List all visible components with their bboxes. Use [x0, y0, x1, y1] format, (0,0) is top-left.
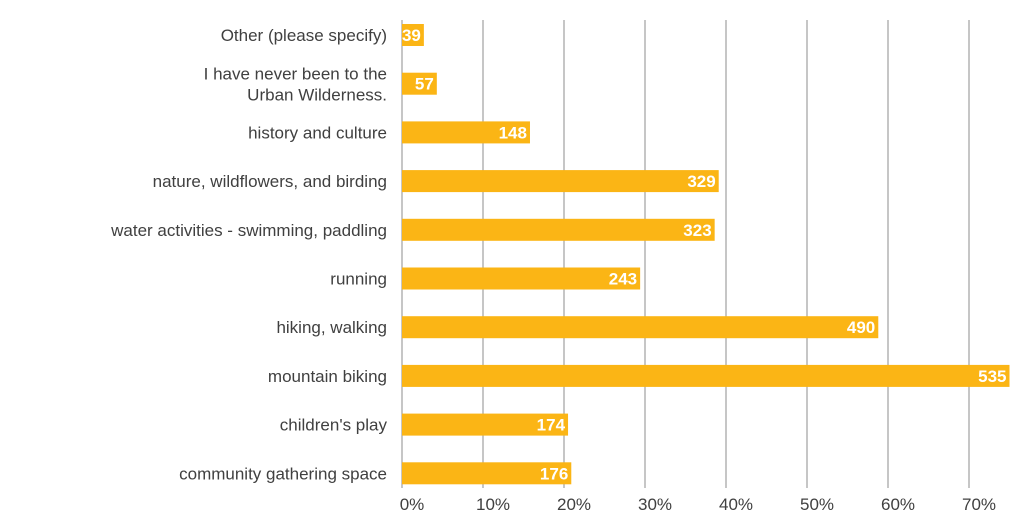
x-tick-label: 10% [476, 495, 510, 514]
category-label: water activities - swimming, paddling [110, 221, 387, 240]
x-tick-label: 70% [962, 495, 996, 514]
bar-value-label: 329 [687, 172, 715, 191]
bar-value-label: 174 [537, 416, 566, 435]
x-tick-label: 60% [881, 495, 915, 514]
bar [402, 218, 715, 241]
bar-value-label: 57 [415, 75, 434, 94]
x-tick-label: 40% [719, 495, 753, 514]
bar [402, 413, 569, 436]
category-label: children's play [280, 416, 388, 435]
bar [402, 72, 437, 95]
x-tick-label: 50% [800, 495, 834, 514]
bar-value-label: 176 [540, 464, 568, 483]
category-label: Other (please specify) [221, 26, 387, 45]
category-label: history and culture [248, 123, 387, 142]
x-tick-label: 0% [400, 495, 425, 514]
bar-value-label: 323 [683, 221, 711, 240]
category-label: running [330, 270, 387, 289]
bar-value-label: 148 [499, 123, 527, 142]
bars: 39 57 148 329 323 243 490 535 174 176 [402, 24, 1010, 485]
category-label: mountain biking [268, 367, 387, 386]
category-label: I have never been to the Urban Wilderness… [204, 65, 387, 105]
x-axis-ticks: 0% 10% 20% 30% 40% 50% 60% 70% [400, 495, 996, 514]
grid-lines [401, 20, 970, 488]
bar [402, 170, 719, 193]
category-label: hiking, walking [276, 318, 387, 337]
category-label: nature, wildflowers, and birding [153, 172, 387, 191]
bar-value-label: 243 [609, 270, 637, 289]
bar [402, 462, 572, 485]
x-tick-label: 20% [557, 495, 591, 514]
bar [402, 364, 1010, 387]
bar-value-label: 39 [402, 26, 421, 45]
x-tick-label: 30% [638, 495, 672, 514]
bar-value-label: 535 [978, 367, 1006, 386]
category-label: community gathering space [179, 464, 387, 483]
category-labels: Other (please specify) I have never been … [110, 26, 387, 483]
bar [402, 24, 424, 46]
bar-value-label: 490 [847, 318, 875, 337]
bar [402, 267, 641, 290]
bar [402, 316, 879, 339]
bar [402, 121, 530, 144]
